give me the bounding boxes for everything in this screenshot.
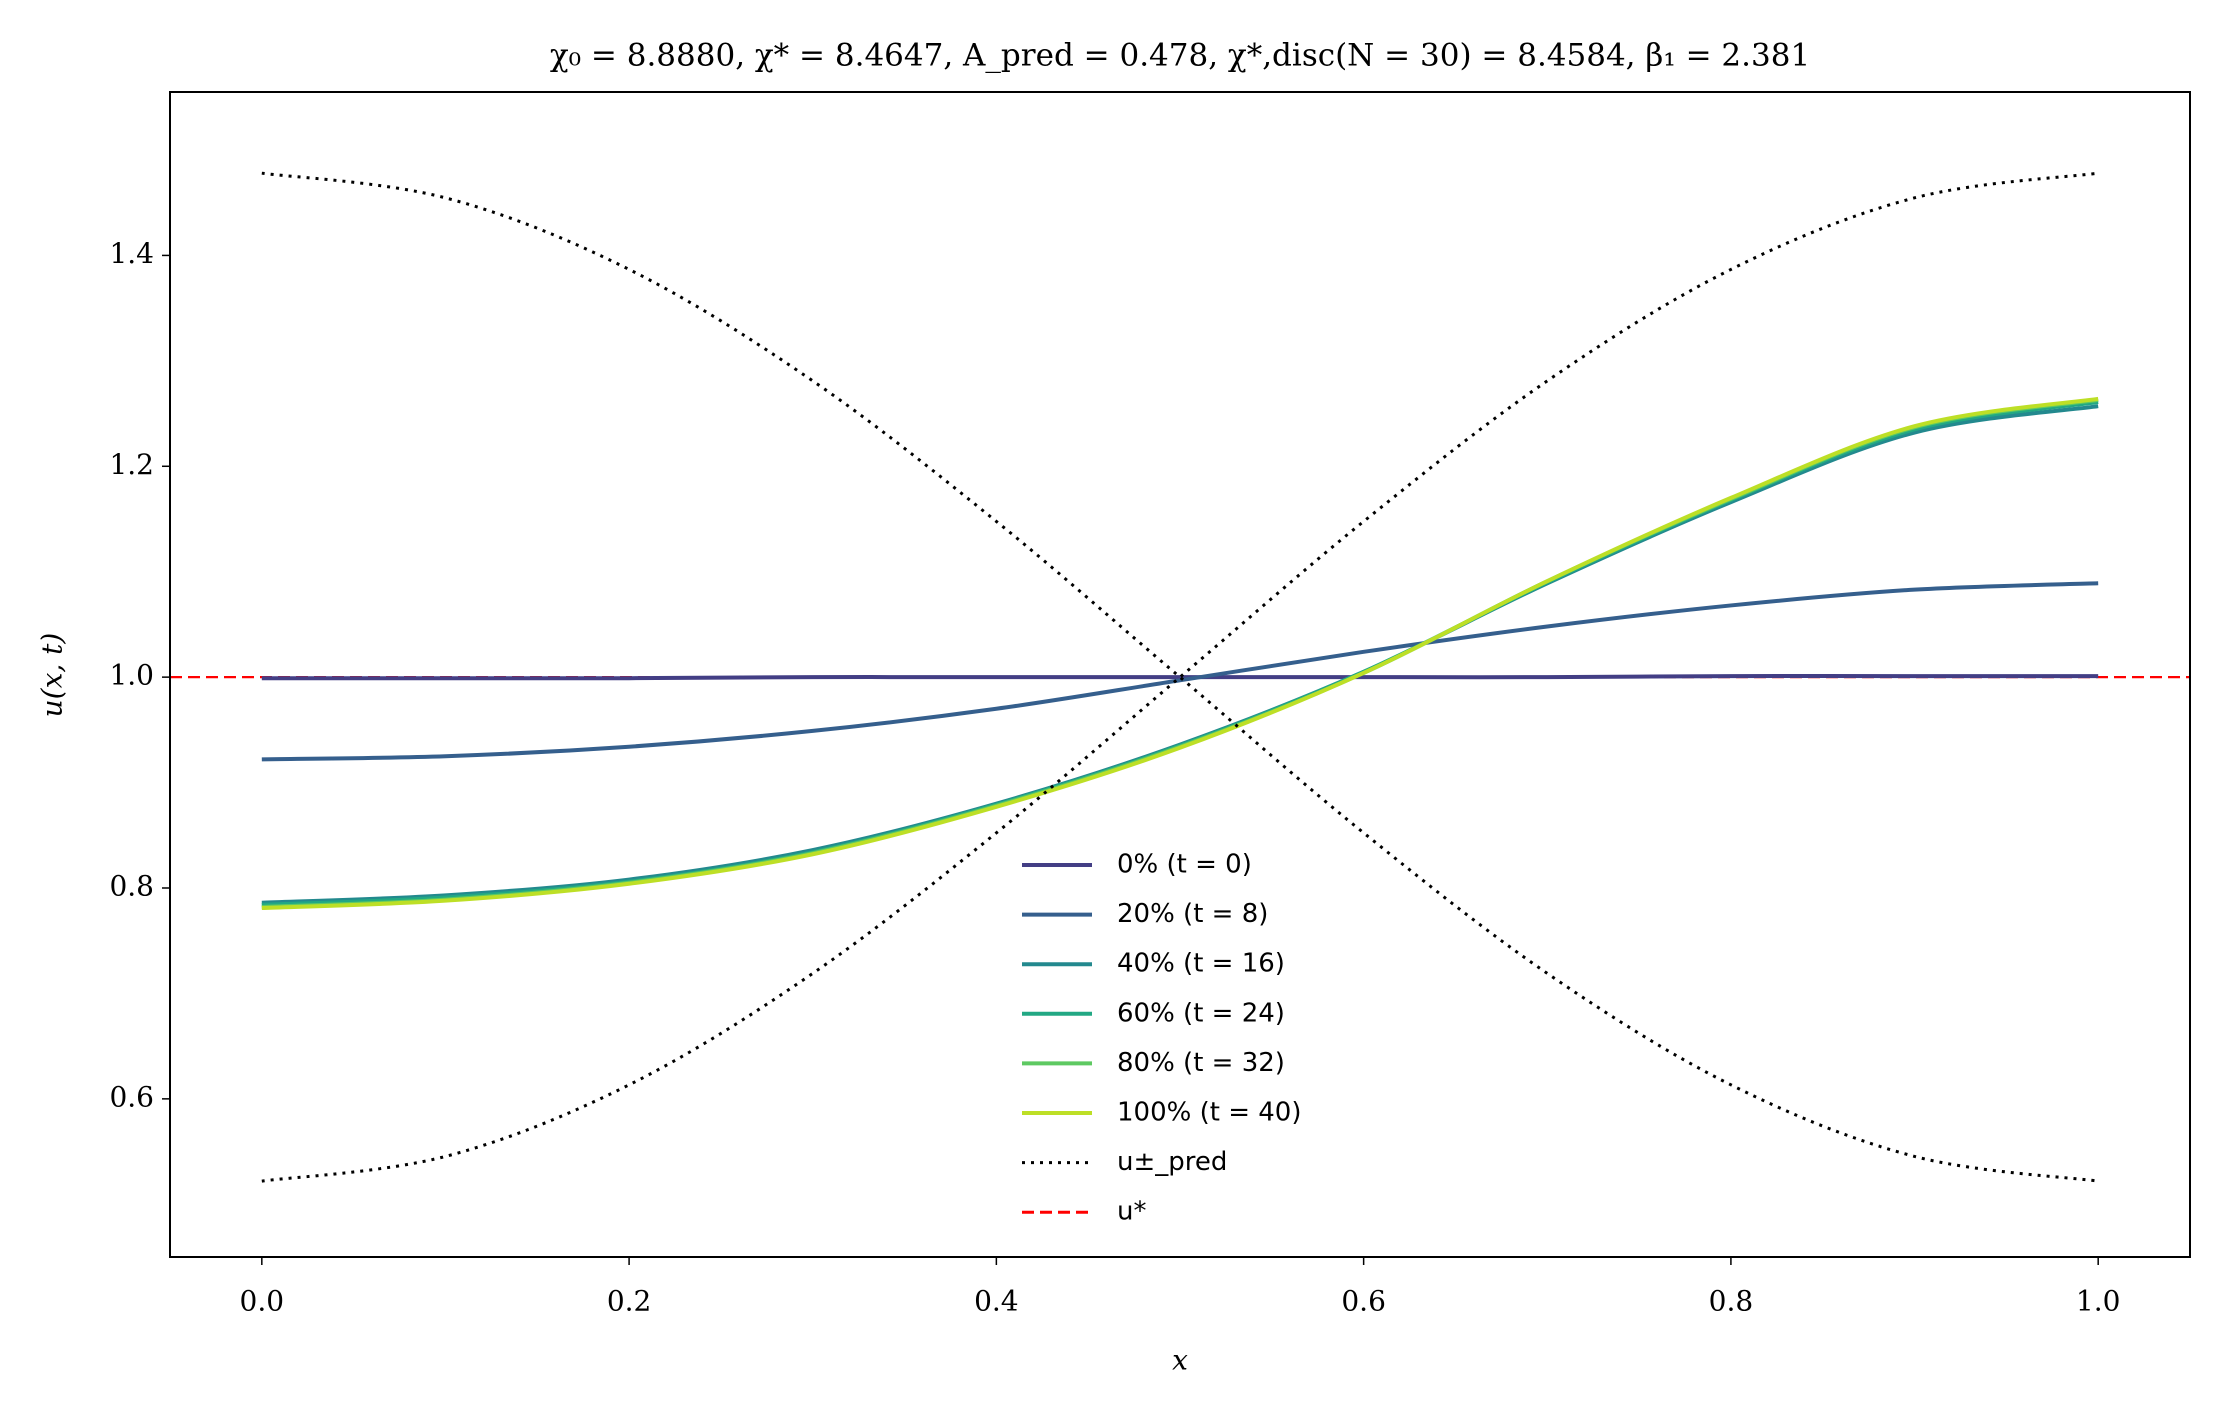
line [261,397,2099,909]
legend-label: 40% (t = 16) [1117,949,1285,979]
y-tick-label: 0.8 [109,869,154,902]
legend-label: 20% (t = 8) [1117,899,1268,929]
x-tick-label: 1.0 [2076,1285,2121,1318]
y-tick-label: 1.0 [109,659,154,692]
x-tick-label: 0.8 [1709,1285,1754,1318]
line [261,399,2099,907]
x-tick-label: 0.0 [240,1285,285,1318]
line [261,396,2099,911]
legend-label: u* [1117,1197,1146,1227]
y-tick-label: 0.6 [109,1080,154,1113]
legend-label: u±_pred [1117,1147,1227,1177]
legend-label: 60% (t = 24) [1117,998,1285,1028]
line [261,171,2099,1183]
x-tick-label: 0.2 [607,1285,652,1318]
x-axis-label: x [1172,1344,1188,1377]
line [261,171,2099,1183]
plot-frame [169,91,2191,1258]
line [261,404,2099,905]
y-tick-label: 1.4 [109,237,154,270]
x-tick-label: 0.4 [974,1285,1019,1318]
y-tick-label: 1.2 [109,448,154,481]
line [261,674,2099,681]
legend-label: 100% (t = 40) [1117,1098,1301,1128]
legend-label: 80% (t = 32) [1117,1048,1285,1078]
x-tick-label: 0.6 [1341,1285,1386,1318]
chart-title: χ₀ = 8.8880, χ* = 8.4647, A_pred = 0.478… [550,38,1810,74]
y-axis-label: u(x, t) [36,633,69,718]
legend-label: 0% (t = 0) [1117,850,1252,880]
line [261,581,2099,762]
